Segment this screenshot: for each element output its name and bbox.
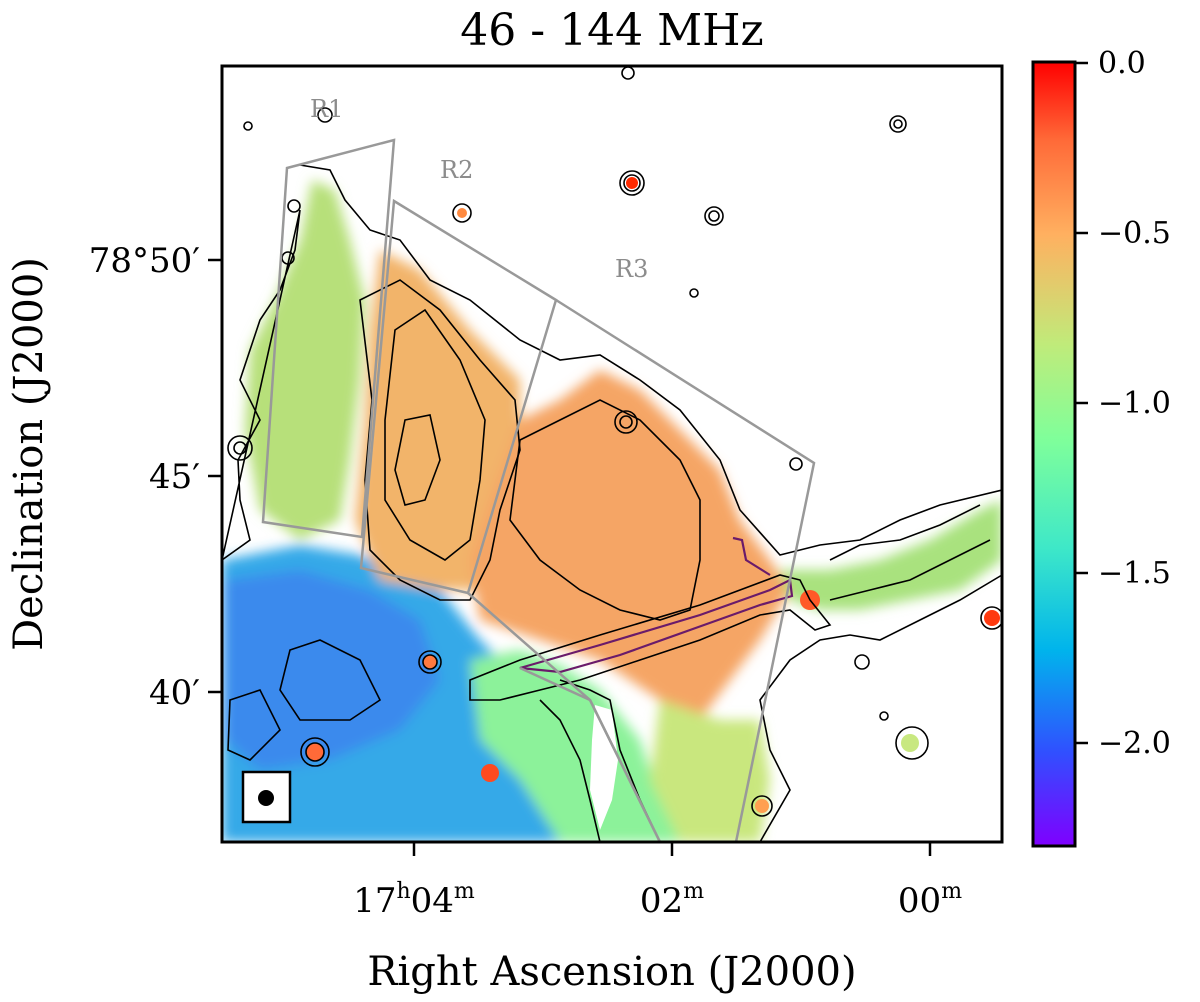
plot-frame (220, 64, 1004, 844)
source-spot (423, 655, 437, 669)
contour-source (452, 203, 472, 223)
y-axis-label: Declination (J2000) (6, 257, 52, 651)
region-outlines (261, 138, 816, 842)
x-axis-label: Right Ascension (J2000) (367, 949, 856, 995)
contour-source (889, 115, 907, 133)
map-region-r1-tail (245, 180, 365, 540)
source-spot (901, 734, 919, 752)
region-label-r3: R3 (615, 255, 648, 283)
colorbar-tick-label: −2.0 (1098, 726, 1171, 761)
region-label-r2: R2 (440, 156, 473, 184)
x-tick-label: 17h04m (353, 879, 475, 921)
x-tick-label: 00m (898, 879, 962, 921)
region-label-r1: R1 (310, 95, 343, 123)
contour-source (300, 737, 330, 767)
y-tick-label: 78°50′ (89, 241, 200, 281)
contour-source (895, 726, 929, 760)
contour-source (614, 410, 638, 434)
x-axis: 17h04m 02m 00m (353, 842, 962, 921)
colorbar-tick-label: 0.0 (1098, 46, 1146, 81)
contour-source (751, 795, 773, 817)
contour-source (980, 606, 1002, 630)
contour-source (854, 654, 870, 670)
contour-source (287, 199, 301, 213)
source-spot (984, 610, 1000, 626)
region-r1-outline (261, 138, 396, 539)
contour-level-3 (384, 308, 486, 561)
plot-area: R1 R2 R3 (222, 66, 1002, 842)
contour-source (789, 457, 803, 471)
contour-source (418, 650, 442, 674)
map-region-lower-right (650, 700, 770, 842)
y-axis: 78°50′ 45′ 40′ (89, 241, 222, 713)
map-region-r2-lobe (355, 250, 520, 590)
contour-source (317, 107, 333, 123)
contour-source (623, 174, 641, 192)
contour-source (708, 210, 720, 222)
map-region-central-plume (470, 650, 680, 842)
contour-source (305, 742, 325, 762)
contour-right-jet (829, 504, 991, 601)
contour-source (243, 121, 253, 131)
contour-source (422, 654, 438, 670)
map-region-lower-left-deep (225, 570, 440, 770)
colorbar-ticks: 0.0 −0.5 −1.0 −1.5 −2.0 (1075, 46, 1171, 761)
source-spot (755, 799, 769, 813)
contour-jet-outer (469, 574, 832, 701)
spectral-index-map (222, 180, 1002, 842)
source-spot (626, 177, 638, 189)
contour-lower-left (227, 639, 382, 761)
colorbar-tick-label: −0.5 (1098, 216, 1171, 251)
y-tick-label: 45′ (149, 457, 200, 497)
colorbar-tick-label: −1.5 (1098, 556, 1171, 591)
contour-source (689, 288, 699, 298)
contour-source (233, 441, 247, 455)
colorbar: 0.0 −0.5 −1.0 −1.5 −2.0 (1031, 46, 1171, 848)
contour-level-2b (509, 399, 701, 621)
map-region-r3-lobe (470, 370, 790, 720)
map-region-jet-right (780, 500, 1002, 610)
y-tick-label: 40′ (149, 673, 200, 713)
contour-source (893, 119, 903, 129)
contour-level-4 (394, 414, 441, 506)
contour-source (704, 206, 724, 226)
beam-marker (241, 770, 292, 824)
region-r3-lower-edge (467, 592, 662, 842)
source-spot (481, 764, 499, 782)
map-blank-gap (590, 705, 618, 830)
region-r3-outline (519, 298, 816, 842)
source-spot (306, 743, 324, 761)
colorbar-gradient (1031, 60, 1077, 848)
contour-source (879, 711, 889, 721)
beam-ellipse (258, 790, 274, 806)
contour-source (619, 170, 645, 196)
contour-source (227, 435, 253, 461)
chart-title: 46 - 144 MHz (460, 5, 763, 56)
contour-source (619, 415, 633, 429)
jet-outline (519, 536, 794, 674)
colorbar-tick-label: −1.0 (1098, 386, 1171, 421)
x-tick-label: 02m (640, 879, 704, 921)
contour-level-1 (222, 164, 1002, 842)
source-spot (457, 208, 467, 218)
